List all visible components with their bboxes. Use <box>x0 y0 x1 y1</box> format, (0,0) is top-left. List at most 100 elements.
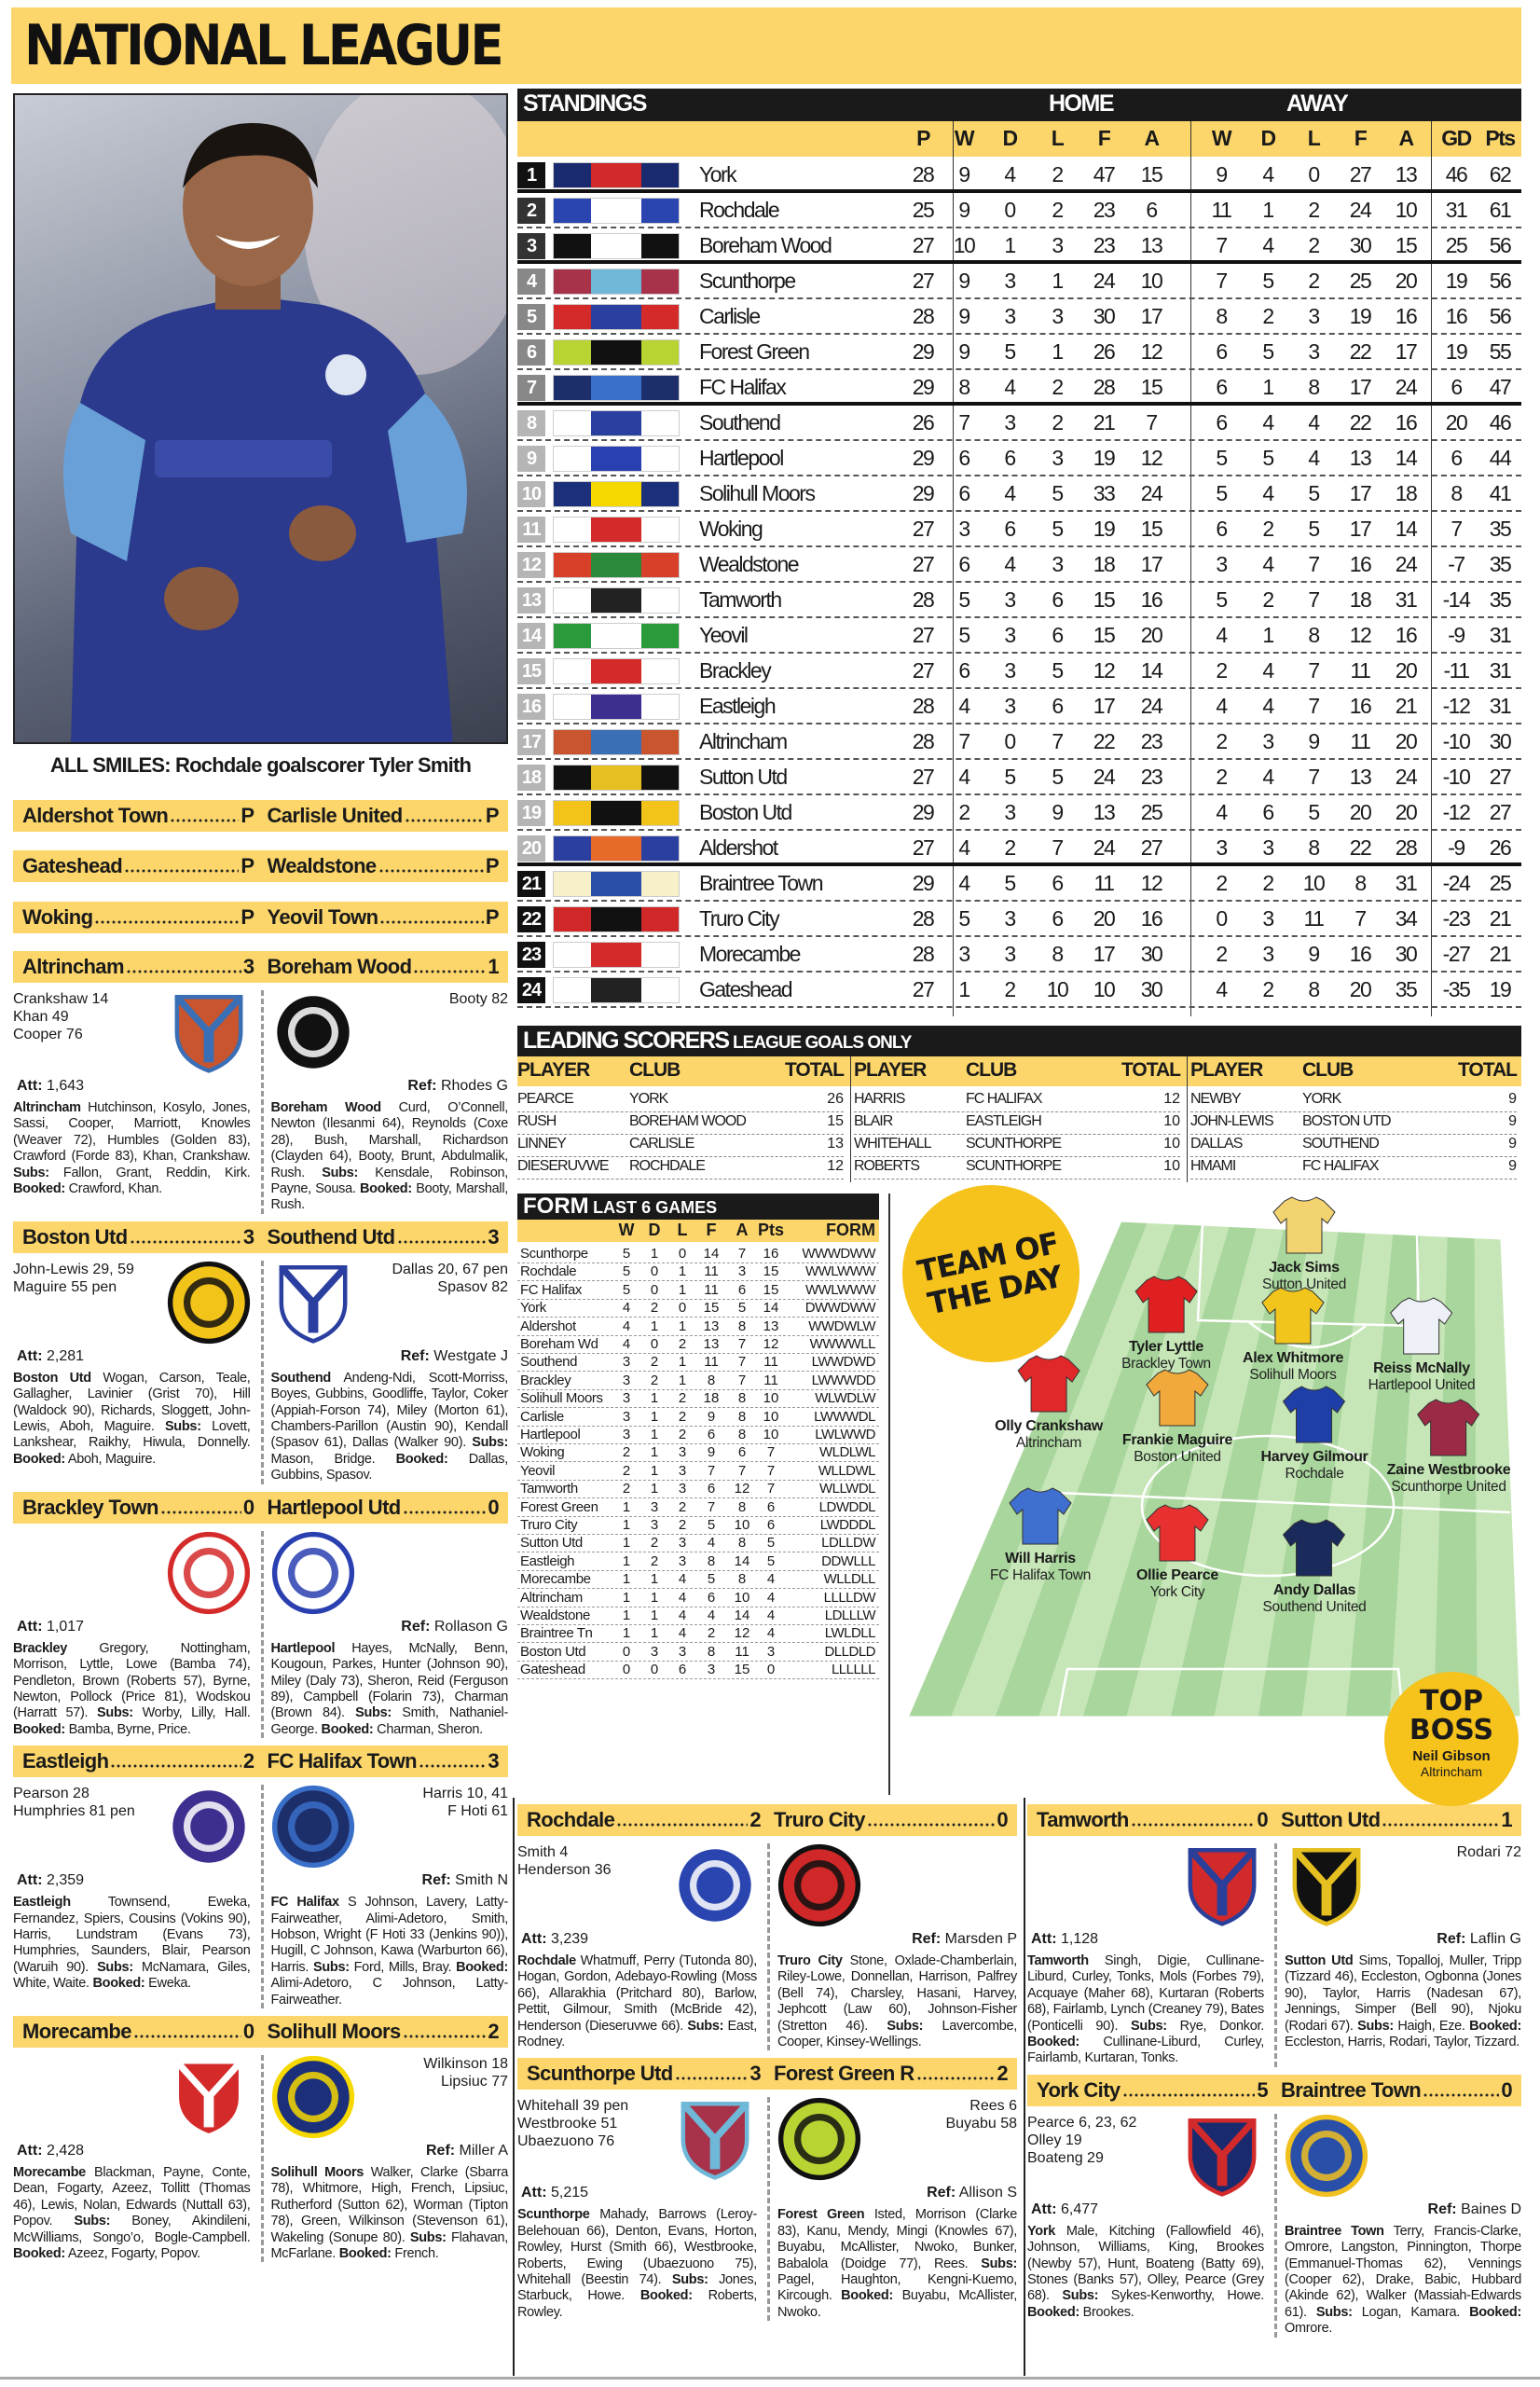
stat-cell: 11 <box>1350 658 1371 683</box>
lineup-players: Terry, Francis-Clarke, Omrore, Langston,… <box>1285 2223 1521 2320</box>
referee-label: Ref: <box>1437 1931 1466 1947</box>
stat-cell: 22 <box>1349 835 1372 860</box>
form-team: Truro City <box>520 1517 578 1533</box>
home-team-column: Pearce 6, 23, 62 Olley 19 Boateng 29 Att: 6… <box>1027 2110 1264 2338</box>
attendance-value: 2,281 <box>47 1347 85 1364</box>
stat-cell: 6 <box>958 446 970 470</box>
lineup-team: Tamworth <box>1027 1953 1089 1968</box>
away-team-column: Booty 82 Ref: Rhodes G Boreham Wood Curd, … <box>271 987 509 1214</box>
form-subtitle: LAST 6 GAMES <box>593 1198 718 1217</box>
form-stat: 2 <box>678 1517 687 1533</box>
team-of-the-day-player: Harvey Gilmour Rochdale <box>1261 1383 1368 1483</box>
lineup-team: Scunthorpe <box>517 2207 590 2223</box>
team-name: Truro City <box>699 906 780 931</box>
referee-value: Baines D <box>1461 2201 1521 2217</box>
form-stat: 3 <box>650 1643 659 1660</box>
attendance-value: 1,128 <box>1061 1931 1099 1947</box>
home-score: 3 <box>242 955 254 978</box>
stat-cell: 0 <box>1004 198 1016 222</box>
stat-cell: 7 <box>1146 410 1158 435</box>
scorer-row <box>854 1134 1180 1135</box>
form-stat: 3 <box>622 1372 631 1388</box>
stat-cell: 4 <box>1262 552 1274 576</box>
standings-row: 13 Tamworth 28 5 3 6 15 16 5 2 7 18 31 -14 35 <box>517 583 1521 618</box>
home-team-summary: John-Lewis 29, 59 Maguire 55 pen Att: 2,28… <box>13 1257 251 1365</box>
stat-cell: 5 <box>958 906 970 931</box>
form-stat: 1 <box>650 1427 659 1442</box>
lineup-subs: Jones, Starbuck, Howe. <box>517 2272 758 2304</box>
home-team-name: Eastleigh <box>22 1749 109 1773</box>
lineup-players: Male, Kitching (Fallowfield 46), Johnson… <box>1027 2223 1264 2304</box>
team-name: Tamworth <box>699 587 782 612</box>
club-crest-icon <box>271 990 355 1074</box>
booked-label: Booked: <box>338 2246 392 2261</box>
stat-cell: 26 <box>912 410 935 435</box>
stat-cell: 31 <box>1395 871 1418 895</box>
scorers-column-header <box>517 1056 1521 1086</box>
player-club: Solihull Moors <box>1249 1367 1337 1383</box>
scorer-player: ROBERTS <box>854 1158 920 1174</box>
form-stat: 0 <box>650 1263 659 1280</box>
stat-cell: 20 <box>1395 800 1418 824</box>
form-sequence: WWLWWW <box>804 1263 876 1280</box>
subs-label: Subs: <box>97 1705 133 1721</box>
stat-cell: 24 <box>1093 835 1116 860</box>
football-pitch <box>904 1219 1523 1719</box>
stat-cell: 4 <box>1004 481 1016 505</box>
referee: Ref: Rhodes G <box>407 1078 508 1095</box>
dot-leader <box>396 1238 487 1245</box>
stat-cell: 5 <box>1052 517 1064 541</box>
form-sequence: LLLLDW <box>823 1589 876 1606</box>
goalscorer: Crankshaw 14 <box>13 991 109 1007</box>
booked-label: Booked: <box>395 1451 448 1467</box>
lineup-subs: Sykes-Kenworthy, Howe. <box>1110 2288 1264 2304</box>
team-lineup: Boreham Wood Curd, O’Connell, Newton (Il… <box>271 1100 509 1214</box>
away-team-summary: Ref: Baines D <box>1285 2110 1521 2218</box>
column-header: L <box>677 1221 688 1239</box>
away-team-score: Wealdstone P <box>268 854 500 878</box>
stat-cell: 23 <box>1093 233 1116 257</box>
lineup-players: Curd, O’Connell, Newton (Ilesanmi 64), R… <box>270 1100 509 1180</box>
column-header: TOTAL <box>784 1059 845 1081</box>
stat-cell: 4 <box>1262 658 1274 683</box>
position-badge: 14 <box>517 623 545 649</box>
form-stat: 7 <box>737 1336 747 1352</box>
lineup-players: Hayes, McNally, Benn, Kougoun, Parkes, H… <box>270 1640 509 1721</box>
stat-cell: 9 <box>958 304 970 328</box>
stat-cell: 24 <box>1140 481 1163 505</box>
player-name: Zaine Westbrooke <box>1386 1462 1511 1478</box>
form-stat: 0 <box>678 1246 687 1262</box>
goalscorer: Spasov 82 <box>437 1278 508 1295</box>
lineup-team: Morecambe <box>13 2164 86 2180</box>
home-score: 5 <box>1257 2077 1268 2102</box>
player-club: Scunthorpe United <box>1391 1479 1506 1495</box>
referee: Ref: Rollason G <box>401 1619 508 1635</box>
club-crest-icon <box>553 269 680 295</box>
stat-cell: 24 <box>1395 765 1418 789</box>
team-lineup: Altrincham Hutchinson, Kosylo, Jones, Sa… <box>13 1100 251 1197</box>
column-header: FORM <box>826 1221 875 1239</box>
stat-cell: 6 <box>1451 446 1463 470</box>
stat-cell: 2 <box>1052 375 1064 399</box>
stat-cell: 3 <box>958 942 970 966</box>
shirt-icon <box>1145 1501 1210 1567</box>
lineup-team: Hartlepool <box>270 1640 336 1656</box>
stat-cell: 3 <box>1004 587 1016 612</box>
scorer-row <box>1190 1111 1517 1112</box>
stat-cell: 29 <box>912 871 935 895</box>
team-lineup: York Male, Kitching (Fallowfield 46), Jo… <box>1027 2224 1264 2321</box>
stat-cell: -12 <box>1442 694 1471 718</box>
goalscorer: Ubaezuono 76 <box>517 2133 615 2150</box>
away-team-summary: Ref: Rollason G <box>271 1527 508 1635</box>
stat-cell: 16 <box>1445 304 1468 328</box>
lineup-players: Gregory, Nottingham, Morrison, Lyttle, L… <box>13 1640 251 1721</box>
stat-cell: 21 <box>1489 942 1512 966</box>
home-team-score: Eastleigh 2 <box>22 1749 254 1773</box>
goalscorer: Pearce 6, 23, 62 <box>1027 2114 1137 2131</box>
form-team: FC Halifax <box>520 1281 583 1298</box>
scorer-player: JOHN-LEWIS <box>1190 1113 1274 1129</box>
attendance: Att: 5,215 <box>521 2185 588 2201</box>
stat-cell: 12 <box>1093 658 1116 683</box>
position-badge: 1 <box>517 162 545 188</box>
form-stat: 6 <box>766 1498 776 1515</box>
